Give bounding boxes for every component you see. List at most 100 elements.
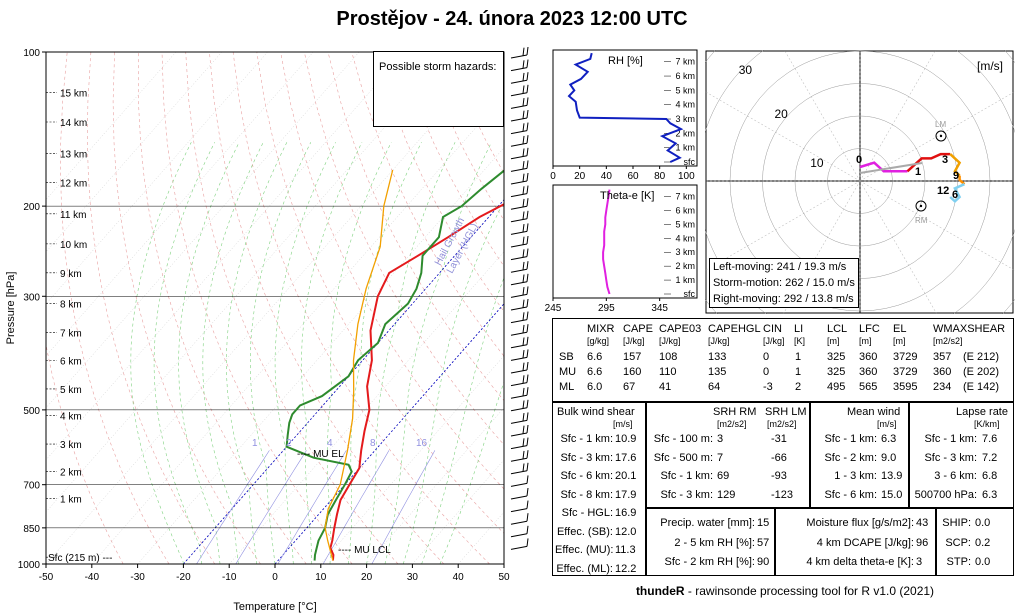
wind-barb xyxy=(510,185,529,198)
wind-barb xyxy=(510,248,529,261)
profile-line xyxy=(567,52,684,163)
mixing-ratio-line xyxy=(235,450,307,564)
wind-barb xyxy=(510,235,529,248)
param-value: 0 xyxy=(763,366,770,378)
param-value: 1 xyxy=(795,366,802,378)
dry-adiabat xyxy=(46,343,124,564)
y-tick-label: 500 xyxy=(23,406,40,417)
wind-barb xyxy=(510,147,529,160)
moist-adiabat xyxy=(421,276,504,564)
hodograph-unit: [m/s] xyxy=(977,59,1003,73)
rm-label: RM xyxy=(915,216,928,225)
wind-barb xyxy=(510,412,529,424)
composite-value: 0.2 xyxy=(975,536,991,549)
param-value: 325 xyxy=(827,351,846,363)
param-unit: [m] xyxy=(859,336,872,346)
wind-barb xyxy=(510,160,529,172)
param-row-label: SB xyxy=(559,351,574,363)
param-header: WMAXSHEAR xyxy=(933,323,1006,335)
param-value: (E 202) xyxy=(963,366,1000,378)
composite-value: 0.0 xyxy=(975,517,991,529)
param-header: CAPE03 xyxy=(659,323,702,335)
mean-wind-label: Sfc - 2 km: xyxy=(824,451,877,464)
footer-brand: thundeR xyxy=(635,584,685,598)
profile-height-label: sfc xyxy=(683,157,695,167)
isotherm xyxy=(183,199,504,564)
storm-hazards-box: Possible storm hazards: xyxy=(373,51,504,127)
bulk-shear-label: Effec. (SB): xyxy=(556,525,613,538)
bulk-shear-value: 17.9 xyxy=(615,488,637,501)
param-header: LI xyxy=(794,323,804,335)
moisture-label: Precip. water [mm]: xyxy=(660,517,755,529)
wind-barb xyxy=(510,349,529,361)
height-label: 1 km xyxy=(60,495,82,506)
param-value: (E 142) xyxy=(963,381,1000,393)
param-value: 6.0 xyxy=(587,381,603,393)
profile-height-label: 6 km xyxy=(675,71,695,81)
profile-x-tick-label: 245 xyxy=(545,303,562,314)
moisture-value: 15 xyxy=(757,517,770,529)
param-value: 357 xyxy=(933,351,952,363)
wind-barb xyxy=(510,311,529,324)
srh-unit: [m2/s2] xyxy=(767,419,797,429)
mixing-ratio-line xyxy=(371,450,436,564)
wind-barb xyxy=(510,97,529,109)
profile-x-tick-label: 80 xyxy=(654,171,666,182)
height-label: 8 km xyxy=(60,300,82,311)
param-row-label: MU xyxy=(559,366,577,378)
param-unit: [m] xyxy=(827,336,840,346)
bulk-shear-label: Sfc - 1 km: xyxy=(560,433,613,445)
theta-e-profile-chart: 7 km 6 km 5 km 4 km 3 km 2 km 1 km sfc 245 295 345… xyxy=(545,184,698,314)
param-unit: [g/kg] xyxy=(587,336,610,346)
mixing-ratio-label: 16 xyxy=(416,438,428,449)
ring-label: 30 xyxy=(739,63,753,77)
wind-barb xyxy=(510,525,529,538)
x-tick-label: 0 xyxy=(272,572,278,583)
ring-label: 10 xyxy=(810,156,824,170)
param-header: CAPEHGL xyxy=(708,323,761,335)
dry-adiabat xyxy=(351,52,504,357)
srh-rm-value: 69 xyxy=(717,470,730,482)
mixing-ratio-label: 1 xyxy=(252,438,258,449)
footer-text: - rawinsonde processing tool for R v1.0 … xyxy=(684,584,935,598)
height-label: 14 km xyxy=(60,118,87,129)
ring-label: 20 xyxy=(775,107,789,121)
hodograph-height-label: 12 xyxy=(937,185,949,197)
wind-barb xyxy=(510,84,529,97)
height-label: 11 km xyxy=(60,210,87,221)
param-value: 41 xyxy=(659,381,672,393)
hodograph-spoke xyxy=(859,180,1015,271)
wind-barb xyxy=(510,513,529,525)
moist-adiabat xyxy=(402,200,504,564)
wind-barb xyxy=(510,500,529,513)
hodograph-trace xyxy=(958,175,966,186)
param-value: 360 xyxy=(859,351,878,363)
isotherm xyxy=(412,459,504,564)
wind-barb xyxy=(510,210,529,223)
bulk-shear-value: 10.9 xyxy=(615,433,637,445)
x-tick-label: -10 xyxy=(222,572,237,583)
param-value: 1 xyxy=(795,351,802,363)
wind-barb xyxy=(510,424,529,437)
hodograph-trace xyxy=(949,153,962,177)
mixing-ratio-line xyxy=(277,450,347,564)
profile-height-label: 3 km xyxy=(675,247,695,257)
param-value: 3729 xyxy=(893,366,918,378)
profile-x-tick-label: 60 xyxy=(627,171,639,182)
left-moving-text: Left-moving: 241 / 19.3 m/s xyxy=(713,261,847,273)
isotherm xyxy=(91,95,504,564)
x-tick-label: 30 xyxy=(407,572,419,583)
profile-height-label: 2 km xyxy=(675,261,695,271)
param-value: 234 xyxy=(933,381,952,393)
wind-barb xyxy=(510,538,529,550)
hodograph-height-label: 0 xyxy=(856,154,862,166)
wind-barb xyxy=(510,46,529,59)
profile-height-label: 7 km xyxy=(675,57,695,67)
composite-label: SCP: xyxy=(945,536,971,549)
bulk-shear-value: 20.1 xyxy=(615,470,637,482)
profile-height-label: 4 km xyxy=(675,100,695,110)
param-value: 157 xyxy=(623,351,642,363)
wind-barb xyxy=(510,374,529,387)
profile-height-label: 5 km xyxy=(675,219,695,229)
param-unit: [m2/s2] xyxy=(933,336,963,346)
